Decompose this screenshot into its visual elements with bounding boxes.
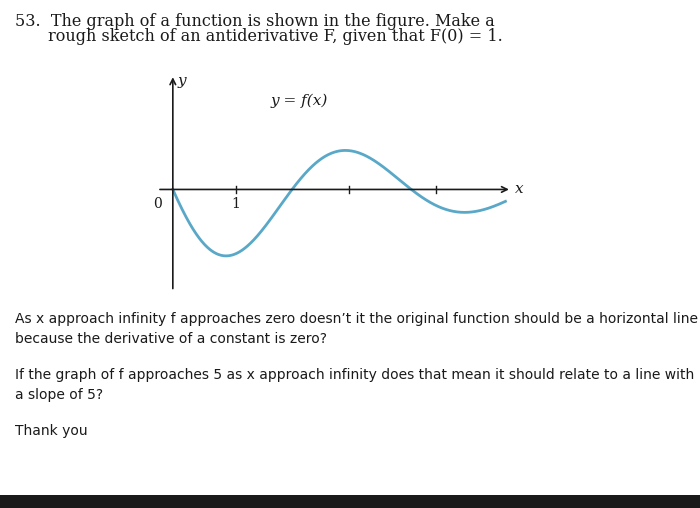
Text: Thank you: Thank you — [15, 424, 88, 438]
Text: 1: 1 — [231, 197, 240, 211]
Text: x: x — [515, 182, 524, 197]
Text: 53.  The graph of a function is shown in the figure. Make a: 53. The graph of a function is shown in … — [15, 13, 495, 29]
Text: rough sketch of an antiderivative F, given that F(0) = 1.: rough sketch of an antiderivative F, giv… — [48, 28, 503, 45]
Text: 0: 0 — [153, 197, 162, 211]
Text: As x approach infinity f approaches zero doesn’t it the original function should: As x approach infinity f approaches zero… — [15, 312, 699, 346]
Text: y: y — [178, 74, 186, 88]
Text: y = f(x): y = f(x) — [270, 93, 328, 108]
Text: If the graph of f approaches 5 as x approach infinity does that mean it should r: If the graph of f approaches 5 as x appr… — [15, 368, 694, 402]
